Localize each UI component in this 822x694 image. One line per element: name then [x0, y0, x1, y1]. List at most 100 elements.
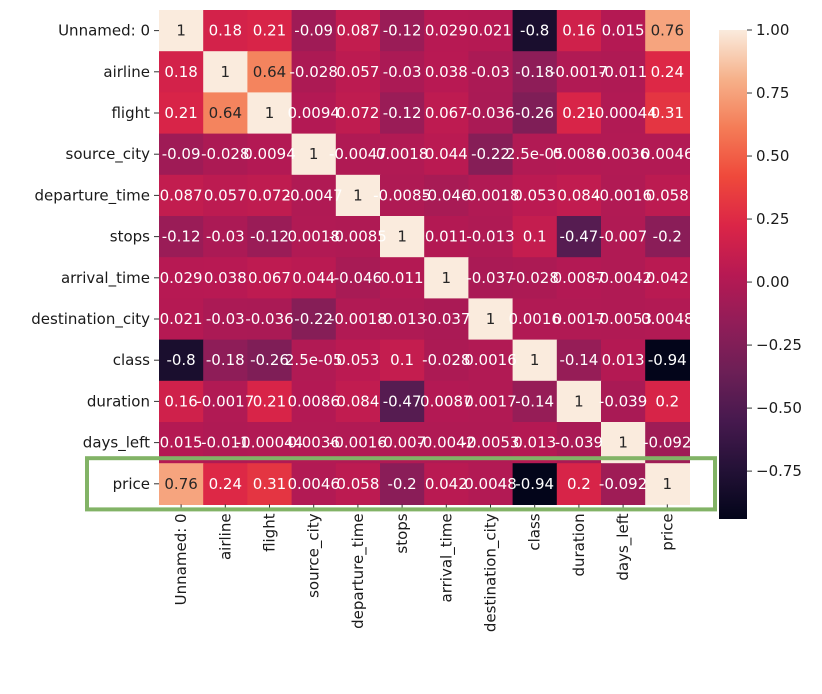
x-tick-label-departure-time: departure_time	[349, 513, 368, 628]
cell-annotation: 0.31	[651, 104, 684, 122]
cell-annotation: 0.16	[164, 392, 197, 410]
cell-annotation: 0.0046	[287, 475, 340, 493]
cell-annotation: -0.2	[653, 228, 682, 246]
cell-annotation: 0.044	[425, 145, 468, 163]
cell-annotation: 0.1	[390, 351, 414, 369]
y-axis: Unnamed: 0airlineflightsource_citydepart…	[31, 22, 159, 493]
cell-annotation: 0.0094	[287, 104, 340, 122]
colorbar-tick-label: −0.25	[756, 336, 802, 354]
cell-annotation: -0.011	[599, 63, 647, 81]
cell-annotation: 1	[663, 475, 673, 493]
cell-annotation: 0.087	[160, 186, 203, 204]
cell-annotation: 0.0094	[243, 145, 296, 163]
cell-annotation: -0.0018	[462, 186, 520, 204]
cell-annotation: 0.013	[602, 351, 645, 369]
cell-annotation: 0.067	[425, 104, 468, 122]
cell-annotation: -0.092	[599, 475, 647, 493]
cell-annotation: -0.0016	[594, 186, 652, 204]
x-axis: Unnamed: 0 airline flight source_city depart…	[172, 504, 676, 632]
cell-annotation: 0.013	[513, 434, 556, 452]
cell-annotation: -0.092	[643, 434, 691, 452]
x-tick-label-class: class	[526, 513, 544, 550]
cell-annotation: 1	[442, 269, 452, 287]
cell-annotation: 0.64	[209, 104, 242, 122]
x-tick-label-source-city: source_city	[305, 513, 324, 598]
colorbar-ticks: 1.000.750.500.250.00−0.25−0.50−0.75	[747, 21, 802, 480]
cell-annotation: 0.76	[164, 475, 197, 493]
cell-annotation: 1	[353, 186, 363, 204]
cell-annotation: 0.029	[425, 22, 468, 40]
cell-annotation: -0.94	[515, 475, 554, 493]
cell-annotation: -0.028	[201, 145, 249, 163]
cell-annotation: 0.053	[336, 351, 379, 369]
heatmap-cells	[159, 10, 690, 505]
cell-annotation: 0.16	[562, 22, 595, 40]
cell-annotation: -0.0047	[285, 186, 343, 204]
y-tick-label-flight: flight	[111, 104, 150, 122]
cell-annotation: -0.0017	[196, 392, 254, 410]
cell-annotation: -0.14	[559, 351, 598, 369]
y-tick-label-departure-time: departure_time	[35, 186, 150, 205]
colorbar-tick-label: 0.25	[756, 210, 789, 228]
cell-annotation: -0.22	[471, 145, 510, 163]
cell-annotation: 1	[574, 392, 584, 410]
cell-annotation: -0.0085	[329, 228, 387, 246]
cell-annotation: 0.18	[164, 63, 197, 81]
cell-annotation: -0.013	[378, 310, 426, 328]
cell-annotation: 1	[176, 22, 186, 40]
cell-annotation: 1	[618, 434, 628, 452]
cell-annotation: -0.12	[383, 104, 422, 122]
y-tick-label-arrival-time: arrival_time	[61, 269, 150, 288]
cell-annotation: 1	[309, 145, 319, 163]
cell-annotation: 0.015	[160, 434, 203, 452]
cell-annotation: 0.18	[209, 22, 242, 40]
cell-annotation: -0.039	[555, 434, 603, 452]
cell-annotation: -0.09	[162, 145, 201, 163]
cell-annotation: -0.03	[206, 228, 245, 246]
cell-annotation: 0.042	[425, 475, 468, 493]
y-tick-label-source-city: source_city	[66, 145, 151, 164]
cell-annotation: 0.011	[425, 228, 468, 246]
cell-annotation: -0.0042	[594, 269, 652, 287]
cell-annotation: 0.015	[602, 22, 645, 40]
cell-annotation: -0.007	[599, 228, 647, 246]
cell-annotation: 1	[221, 63, 231, 81]
y-tick-label-unnamed-0: Unnamed: 0	[58, 22, 150, 40]
colorbar-tick-label: −0.50	[756, 399, 802, 417]
cell-annotation: 0.057	[204, 186, 247, 204]
cell-annotation: 0.038	[204, 269, 247, 287]
cell-annotation: 0.057	[336, 63, 379, 81]
cell-annotation: 0.31	[253, 475, 286, 493]
cell-annotation: 0.0048	[464, 475, 517, 493]
cell-annotation: 0.0016	[464, 351, 517, 369]
cell-annotation: 0.084	[336, 392, 379, 410]
cell-annotation: -0.028	[511, 269, 559, 287]
x-tick-label-stops: stops	[393, 513, 411, 553]
cell-annotation: 0.0048	[641, 310, 694, 328]
cell-annotation: -0.039	[599, 392, 647, 410]
cell-annotation: 1	[265, 104, 275, 122]
cell-annotation: -0.18	[515, 63, 554, 81]
x-tick-label-days-left: days_left	[614, 513, 633, 580]
cell-annotation: -0.046	[334, 269, 382, 287]
cell-annotation: -0.013	[466, 228, 514, 246]
cell-annotation: -0.028	[422, 351, 470, 369]
cell-annotation: -0.47	[383, 392, 422, 410]
cell-annotation: 0.0017	[464, 392, 517, 410]
cell-annotation: -0.12	[162, 228, 201, 246]
cell-annotation: 0.64	[253, 63, 286, 81]
cell-annotation: 1	[486, 310, 496, 328]
cell-annotation: 0.21	[253, 392, 286, 410]
cell-annotation: -0.09	[294, 22, 333, 40]
cell-annotation: 0.044	[292, 269, 335, 287]
cell-annotation: 0.072	[336, 104, 379, 122]
cell-annotation: -0.2	[387, 475, 416, 493]
colorbar-tick-label: 1.00	[756, 21, 789, 39]
x-tick-label-arrival-time: arrival_time	[437, 513, 456, 602]
cell-annotation: -0.8	[166, 351, 195, 369]
y-tick-label-stops: stops	[110, 228, 150, 246]
cell-annotation: -0.14	[515, 392, 554, 410]
y-tick-label-price: price	[113, 475, 150, 493]
y-tick-label-duration: duration	[87, 392, 150, 410]
colorbar-tick-label: 0.75	[756, 84, 789, 102]
